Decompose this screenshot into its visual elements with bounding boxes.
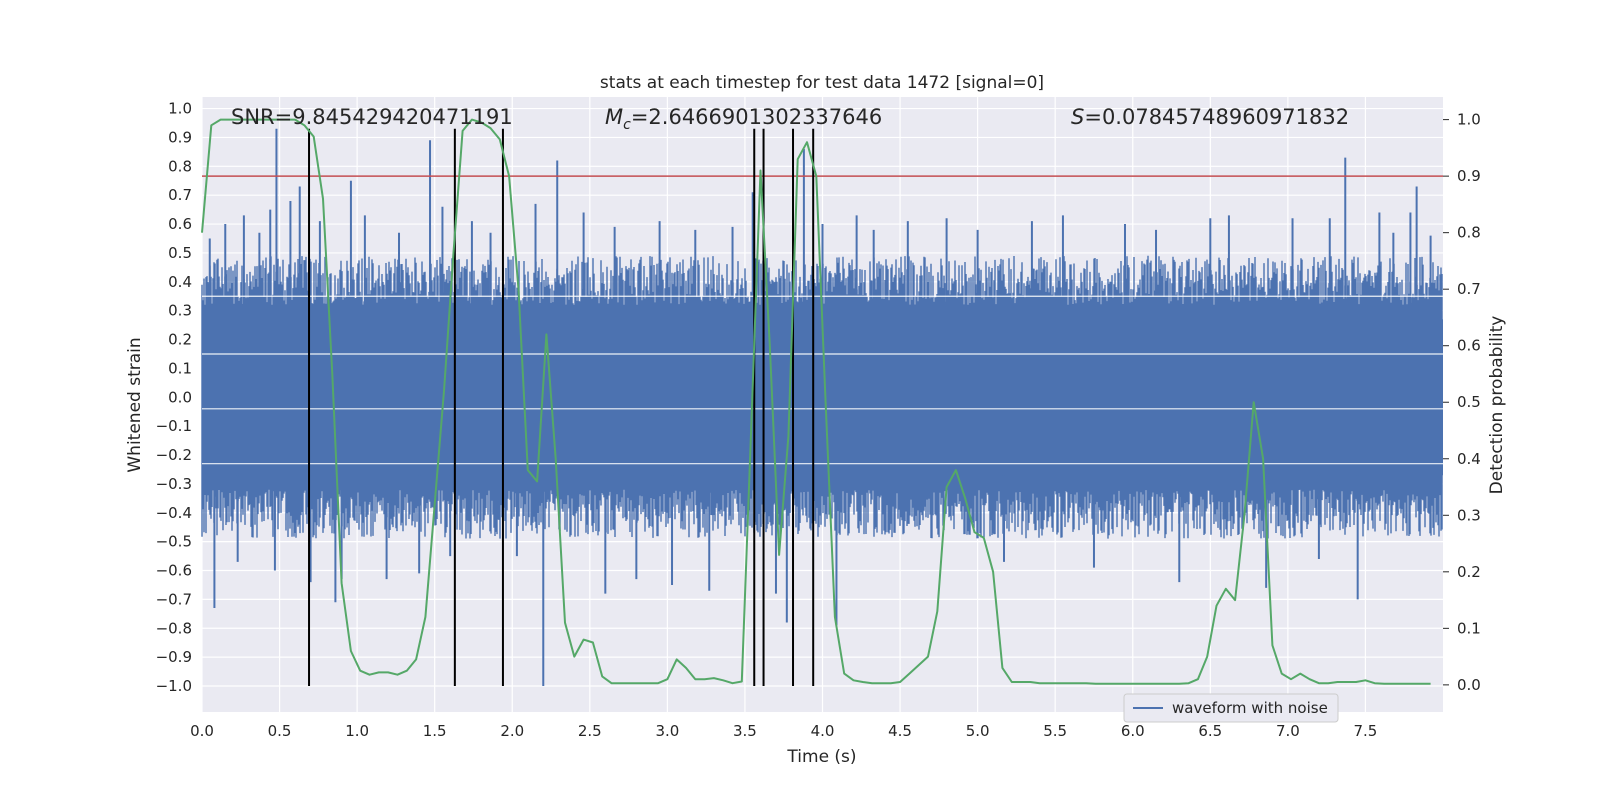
y2-tick-label: 0.3	[1457, 506, 1481, 524]
y-tick-label: 0.8	[168, 157, 192, 175]
x-tick-label: 6.5	[1198, 722, 1222, 740]
y-tick-label: −0.4	[156, 504, 192, 522]
x-tick-label: 7.5	[1354, 722, 1378, 740]
y2-tick-label: 0.0	[1457, 676, 1481, 694]
y2-tick-label: 1.0	[1457, 111, 1481, 129]
y-tick-label: −1.0	[156, 677, 192, 695]
y-tick-label: 0.9	[168, 128, 192, 146]
y-tick-label: −0.6	[156, 562, 192, 580]
chirp-mass-subscript: c	[623, 117, 631, 133]
y-tick-label: 1.0	[168, 100, 192, 118]
y-tick-label: 0.7	[168, 186, 192, 204]
probability-line	[201, 118, 1431, 685]
x-tick-label: 3.5	[733, 722, 757, 740]
y-tick-label: −0.7	[156, 590, 192, 608]
y-tick-label: −0.9	[156, 648, 192, 666]
y-tick-label: −0.8	[156, 619, 192, 637]
x-tick-label: 7.0	[1276, 722, 1300, 740]
y2-tick-label: 0.6	[1457, 337, 1481, 355]
y-tick-label: −0.2	[156, 446, 192, 464]
waveform-layer	[201, 128, 1443, 687]
y-axis-label: Whitened strain	[125, 337, 145, 472]
chirp-mass-annotation: Mc=2.6466901302337646	[605, 105, 882, 133]
x-tick-label: 4.5	[888, 722, 912, 740]
y2-tick-label: 0.9	[1457, 167, 1481, 185]
s-annotation: S=0.07845748960971832	[1071, 105, 1349, 129]
x-tick-label: 0.0	[190, 722, 214, 740]
x-tick-label: 3.0	[655, 722, 679, 740]
y2-tick-label: 0.1	[1457, 619, 1481, 637]
s-symbol: S	[1071, 105, 1084, 129]
x-tick-label: 1.0	[345, 722, 369, 740]
y-tick-label: −0.5	[156, 533, 192, 551]
x-tick-label: 0.5	[268, 722, 292, 740]
chart-title: stats at each timestep for test data 147…	[600, 73, 1044, 93]
y2-tick-label: 0.5	[1457, 393, 1481, 411]
s-value: =0.07845748960971832	[1084, 105, 1349, 129]
y2-axis-label: Detection probability	[1487, 316, 1507, 495]
y-tick-label: 0.5	[168, 244, 192, 262]
chirp-mass-value: =2.6466901302337646	[631, 105, 882, 129]
snr-annotation: SNR=9.845429420471191	[231, 105, 513, 129]
y-tick-label: 0.6	[168, 215, 192, 233]
x-tick-label: 5.5	[1043, 722, 1067, 740]
chirp-mass-symbol: M	[605, 105, 623, 129]
x-tick-label: 2.5	[578, 722, 602, 740]
x-tick-label: 5.0	[966, 722, 990, 740]
y-tick-label: 0.1	[168, 359, 192, 377]
y-tick-label: 0.2	[168, 331, 192, 349]
y2-tick-label: 0.2	[1457, 563, 1481, 581]
legend-label-waveform: waveform with noise	[1172, 699, 1328, 717]
y-tick-label: 0.4	[168, 273, 192, 291]
y-tick-label: 0.0	[168, 388, 192, 406]
x-tick-label: 2.0	[500, 722, 524, 740]
tick-layer: 0.0 0.5 1.0 1.5 2.0 2.5 3.0 3.5 4.0 4.5 5.0 5.5 6.0 6…	[156, 100, 1481, 740]
x-axis-label: Time (s)	[786, 747, 856, 767]
y-tick-label: −0.1	[156, 417, 192, 435]
y-tick-label: −0.3	[156, 475, 192, 493]
y2-tick-label: 0.4	[1457, 450, 1481, 468]
probability-layer	[201, 118, 1431, 685]
legend-box	[1123, 693, 1339, 723]
y2-tick-label: 0.7	[1457, 280, 1481, 298]
legend: waveform with noise	[1123, 693, 1339, 723]
x-tick-label: 1.5	[423, 722, 447, 740]
x-tick-label: 6.0	[1121, 722, 1145, 740]
y2-tick-label: 0.8	[1457, 224, 1481, 242]
y-tick-label: 0.3	[168, 302, 192, 320]
x-tick-label: 4.0	[811, 722, 835, 740]
